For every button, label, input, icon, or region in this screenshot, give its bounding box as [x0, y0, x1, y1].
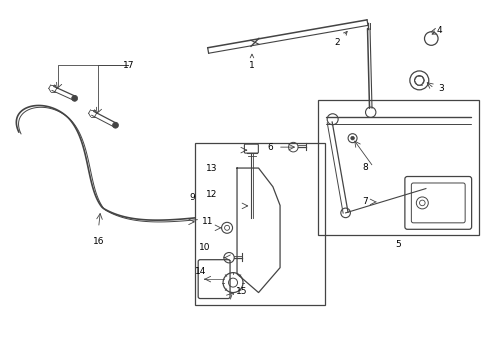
Circle shape: [350, 136, 354, 140]
Text: 9: 9: [189, 193, 195, 202]
Text: 14: 14: [194, 267, 205, 276]
Circle shape: [112, 122, 118, 128]
Circle shape: [72, 95, 78, 101]
Text: 1: 1: [248, 54, 254, 70]
Text: 3: 3: [437, 84, 443, 93]
Text: 16: 16: [93, 237, 104, 246]
Text: 17: 17: [122, 61, 134, 70]
Text: 11: 11: [202, 217, 213, 226]
Text: 15: 15: [236, 287, 247, 296]
Text: 8: 8: [362, 163, 367, 172]
Text: 7: 7: [362, 197, 367, 206]
Bar: [195, 143, 324, 305]
Text: 2: 2: [334, 31, 346, 47]
Text: 4: 4: [431, 26, 441, 35]
Text: 6: 6: [266, 143, 272, 152]
Bar: [317, 100, 478, 235]
Text: 12: 12: [206, 190, 217, 199]
Text: 5: 5: [395, 240, 401, 249]
Text: 13: 13: [206, 163, 218, 172]
Text: 10: 10: [199, 243, 210, 252]
